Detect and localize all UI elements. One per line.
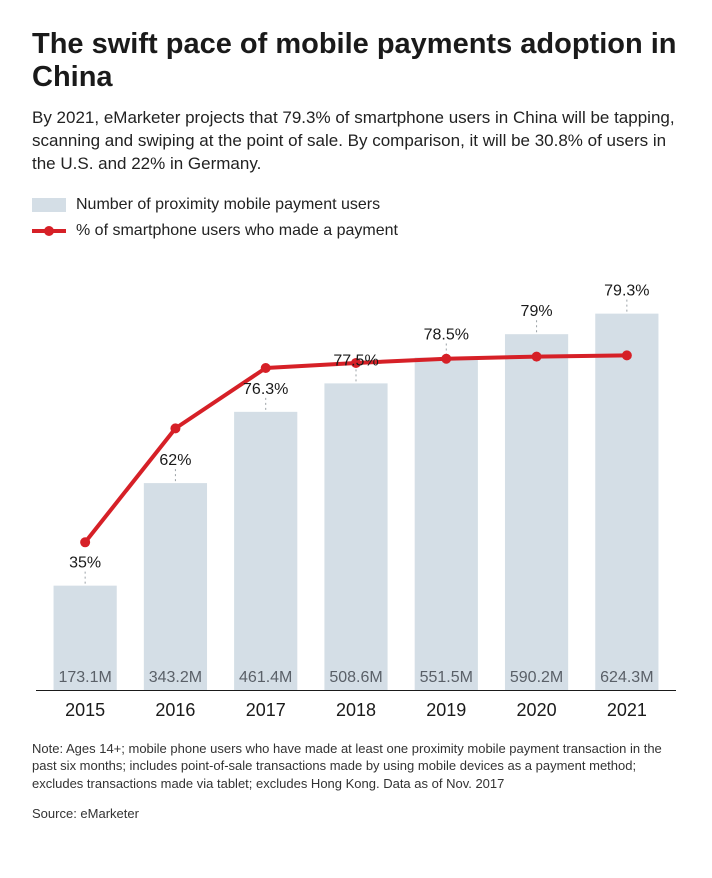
- bar: [144, 483, 207, 690]
- pct-label: 79.3%: [604, 282, 649, 299]
- bar-value-label: 173.1M: [58, 669, 111, 686]
- year-label: 2017: [246, 700, 286, 720]
- year-label: 2016: [155, 700, 195, 720]
- pct-label: 35%: [69, 554, 101, 571]
- bar: [234, 411, 297, 689]
- bar-value-label: 624.3M: [600, 669, 653, 686]
- pct-label: 76.3%: [243, 380, 288, 397]
- legend-line-label: % of smartphone users who made a payment: [76, 222, 398, 240]
- bar-value-label: 461.4M: [239, 669, 292, 686]
- bar-value-label: 590.2M: [510, 669, 563, 686]
- bar: [595, 313, 658, 689]
- pct-label: 62%: [159, 452, 191, 469]
- pct-label: 77.5%: [333, 352, 378, 369]
- legend-bar-label: Number of proximity mobile payment users: [76, 196, 380, 214]
- bar: [415, 357, 478, 689]
- year-label: 2015: [65, 700, 105, 720]
- chart-title: The swift pace of mobile payments adopti…: [32, 28, 680, 95]
- combo-chart: 173.1M 343.2M 461.4M 508.6M 551.5M 590.2M 624.…: [32, 258, 680, 728]
- legend-item-bar: Number of proximity mobile payment users: [32, 196, 680, 214]
- bar-value-label: 508.6M: [329, 669, 382, 686]
- pct-marker: [622, 350, 632, 360]
- year-label: 2020: [517, 700, 557, 720]
- legend: Number of proximity mobile payment users…: [32, 196, 680, 240]
- pct-marker: [80, 537, 90, 547]
- legend-item-line: % of smartphone users who made a payment: [32, 222, 680, 240]
- bar: [505, 334, 568, 690]
- year-label: 2018: [336, 700, 376, 720]
- chart-subtitle: By 2021, eMarketer projects that 79.3% o…: [32, 107, 680, 176]
- pct-label: 78.5%: [424, 326, 469, 343]
- source-line: Source: eMarketer: [32, 806, 680, 821]
- pct-marker: [532, 351, 542, 361]
- bar-value-label: 343.2M: [149, 669, 202, 686]
- bar-value-label: 551.5M: [420, 669, 473, 686]
- footnote: Note: Ages 14+; mobile phone users who h…: [32, 740, 680, 793]
- pct-marker: [441, 353, 451, 363]
- bar: [324, 383, 387, 690]
- year-label: 2019: [426, 700, 466, 720]
- bar-swatch-icon: [32, 198, 66, 212]
- pct-marker: [261, 363, 271, 373]
- page: The swift pace of mobile payments adopti…: [0, 0, 712, 878]
- pct-marker: [170, 423, 180, 433]
- pct-label: 79%: [521, 303, 553, 320]
- year-label: 2021: [607, 700, 647, 720]
- chart-svg: 173.1M 343.2M 461.4M 508.6M 551.5M 590.2M 624.…: [32, 258, 680, 728]
- line-swatch-icon: [32, 224, 66, 238]
